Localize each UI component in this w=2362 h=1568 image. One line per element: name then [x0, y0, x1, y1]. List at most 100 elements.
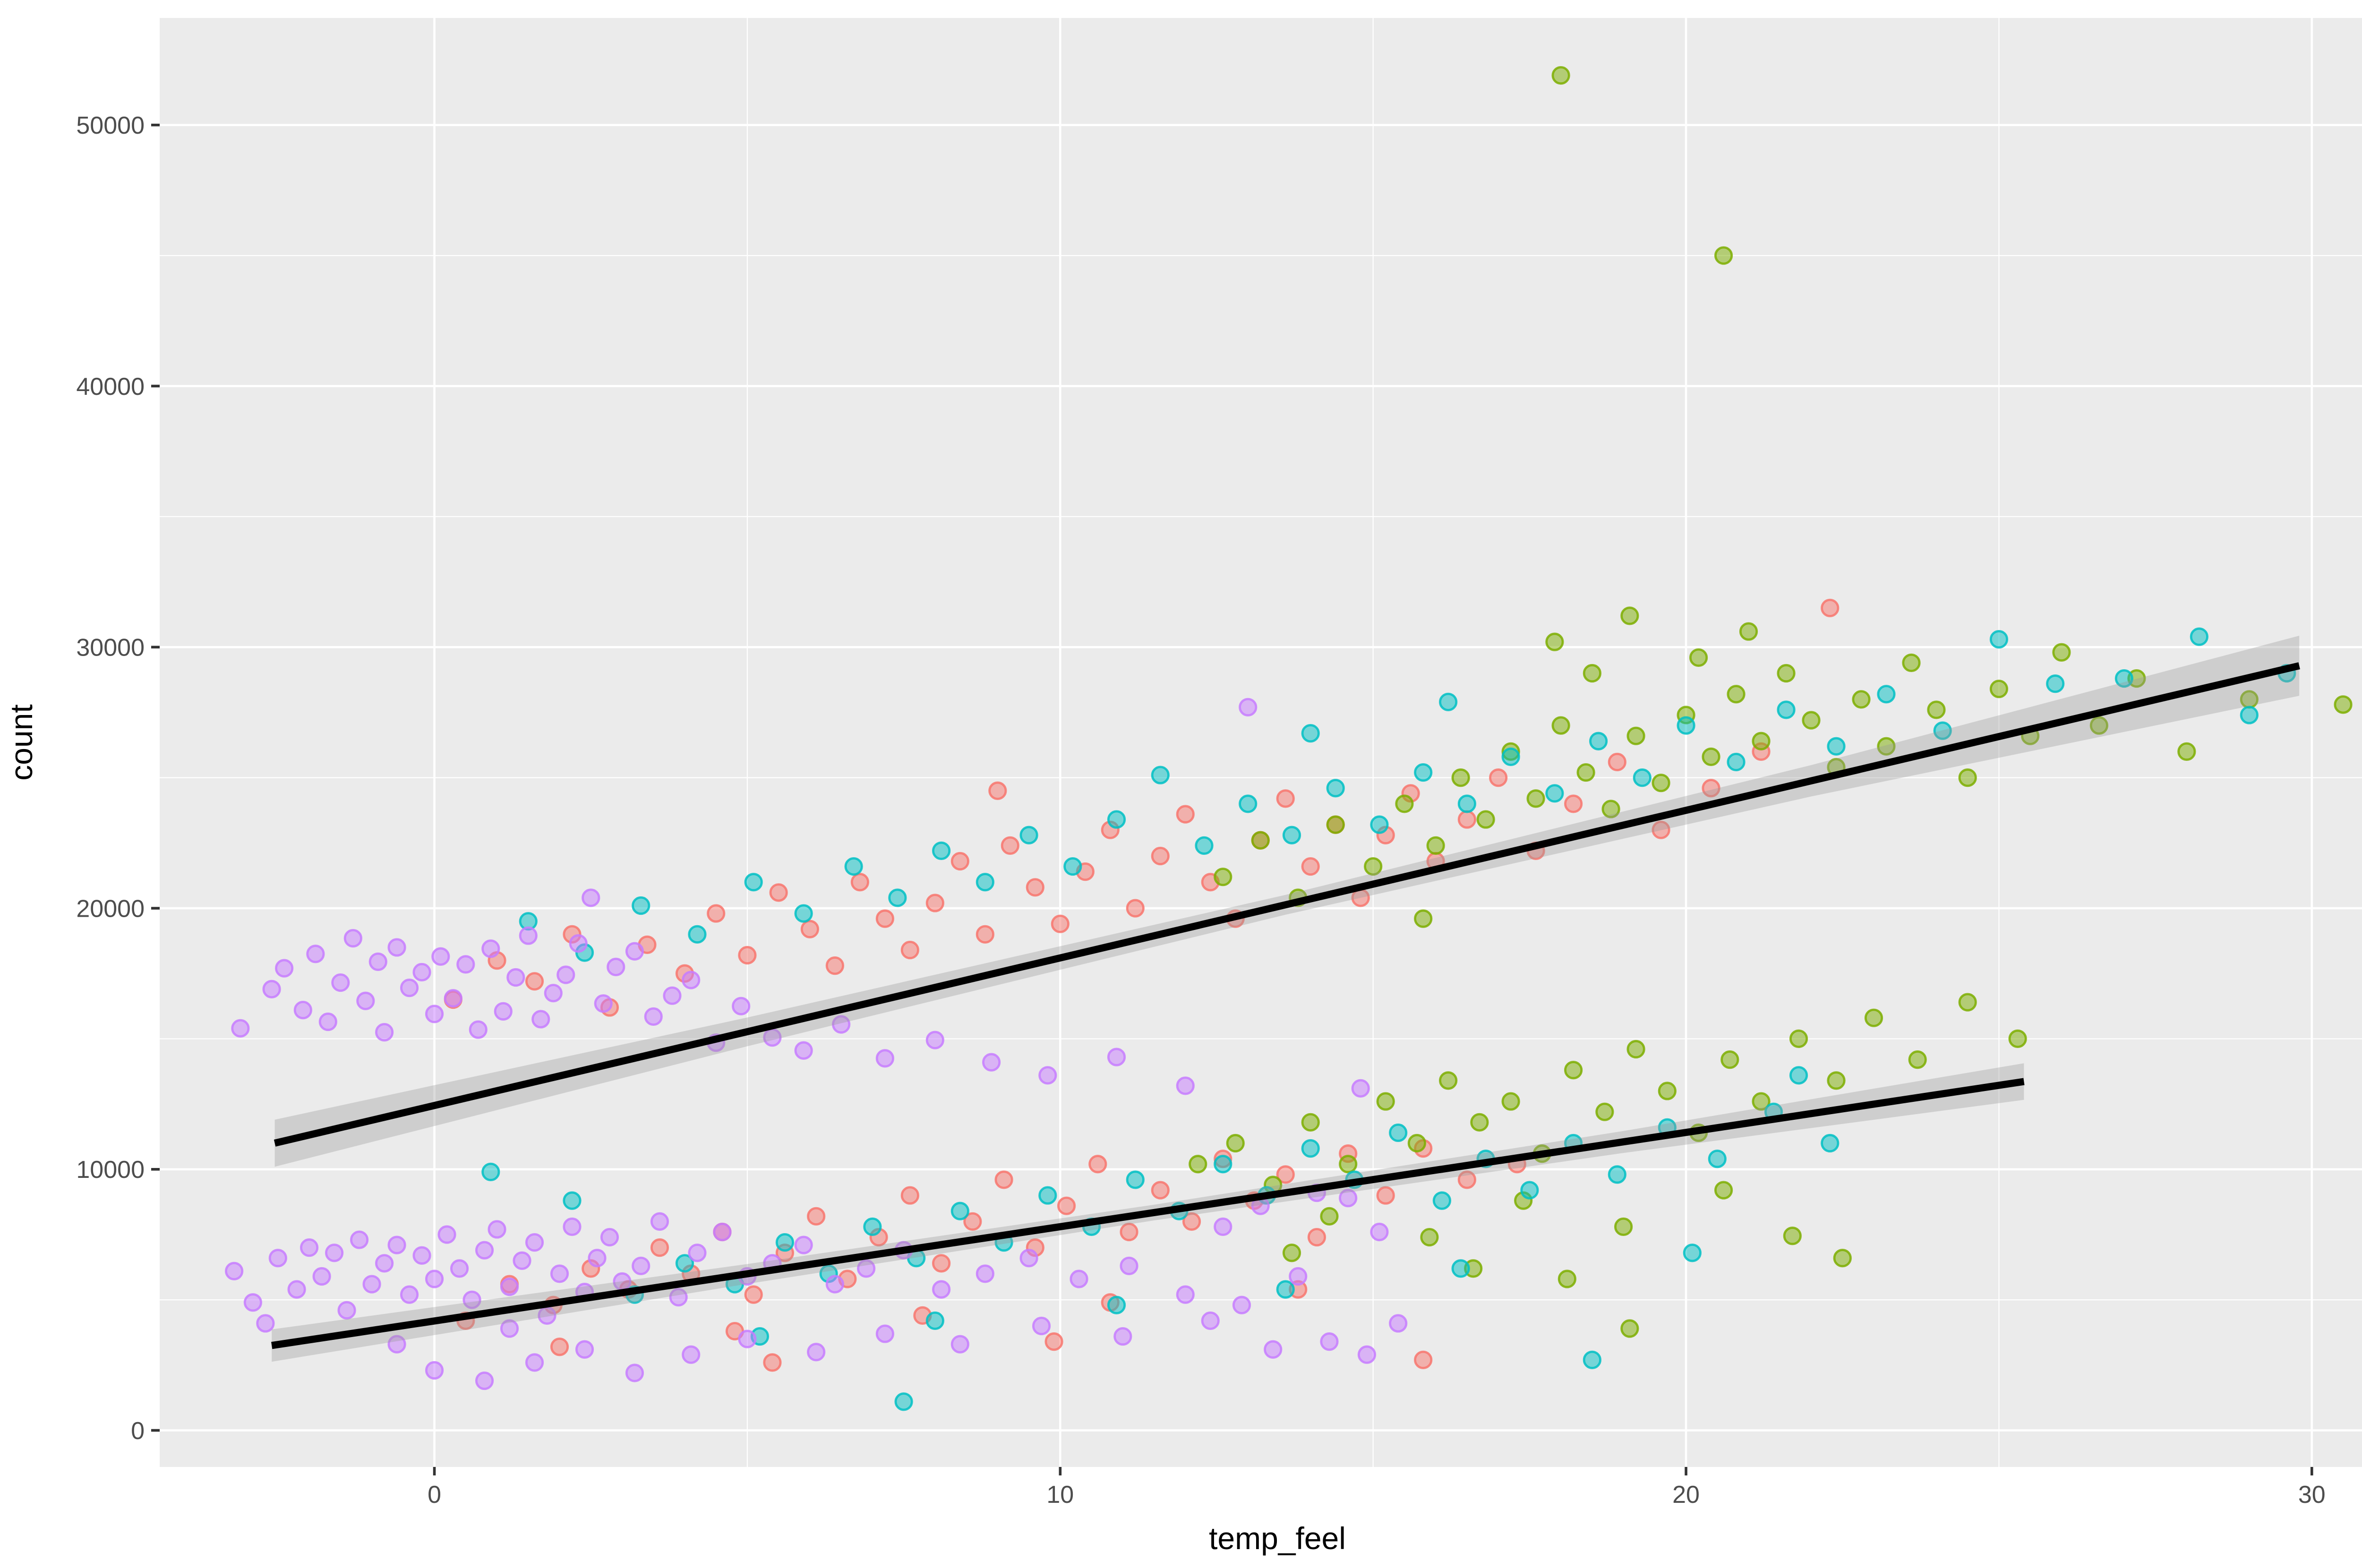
- data-point-summer: [1301, 1113, 1320, 1132]
- data-point-spring: [550, 1338, 569, 1356]
- data-point-winter: [287, 1280, 306, 1299]
- data-point-summer: [1601, 800, 1620, 818]
- data-point-autumn: [1126, 1170, 1145, 1189]
- data-point-summer: [1576, 763, 1595, 782]
- x-tick-label: 0: [428, 1481, 441, 1508]
- data-point-autumn: [1727, 752, 1746, 772]
- data-point-autumn: [1457, 794, 1476, 813]
- data-point-summer: [1626, 1040, 1645, 1059]
- data-point-summer: [1864, 1008, 1883, 1027]
- data-point-winter: [368, 952, 387, 971]
- data-point-spring: [1457, 810, 1476, 829]
- data-point-winter: [306, 945, 325, 963]
- data-point-summer: [1282, 1244, 1301, 1262]
- data-point-winter: [950, 1335, 969, 1354]
- data-point-autumn: [481, 1162, 500, 1181]
- data-point-spring: [1301, 857, 1320, 876]
- data-point-summer: [1958, 993, 1977, 1012]
- data-point-autumn: [950, 1202, 969, 1220]
- data-point-autumn: [675, 1254, 694, 1273]
- data-point-winter: [400, 1285, 419, 1304]
- data-point-summer: [1752, 1092, 1771, 1111]
- data-point-autumn: [1789, 1066, 1808, 1085]
- data-point-autumn: [1195, 836, 1214, 855]
- data-point-summer: [1501, 1092, 1520, 1111]
- data-point-winter: [506, 968, 525, 987]
- data-point-summer: [1558, 1270, 1576, 1288]
- data-point-summer: [1702, 747, 1720, 767]
- data-point-autumn: [1545, 784, 1564, 803]
- data-point-winter: [325, 1244, 344, 1262]
- x-tick-label: 30: [2298, 1481, 2326, 1508]
- regression-lines-layer: [271, 662, 2300, 1349]
- data-point-summer: [2334, 695, 2353, 714]
- data-point-autumn: [894, 1392, 913, 1411]
- data-point-summer: [1414, 909, 1433, 928]
- data-point-winter: [1264, 1340, 1283, 1359]
- data-point-spring: [1652, 820, 1670, 839]
- data-point-summer: [1470, 1113, 1489, 1132]
- data-point-winter: [732, 997, 751, 1015]
- data-point-winter: [669, 1288, 688, 1307]
- data-point-winter: [412, 1246, 431, 1265]
- data-point-summer: [1739, 622, 1758, 641]
- data-point-autumn: [1633, 768, 1652, 787]
- data-point-summer: [1564, 1061, 1583, 1080]
- data-point-spring: [1057, 1196, 1076, 1215]
- data-point-winter: [1339, 1189, 1358, 1208]
- data-point-summer: [1714, 1181, 1733, 1200]
- data-point-autumn: [976, 873, 994, 892]
- data-point-winter: [1113, 1327, 1132, 1346]
- data-point-winter: [1351, 1079, 1370, 1098]
- data-point-autumn: [563, 1191, 582, 1210]
- data-point-spring: [1489, 768, 1508, 787]
- data-point-spring: [1051, 914, 1070, 933]
- data-point-winter: [300, 1238, 319, 1257]
- data-point-summer: [1251, 831, 1270, 850]
- data-point-autumn: [1520, 1181, 1539, 1200]
- data-point-winter: [400, 979, 419, 997]
- data-point-summer: [1658, 1082, 1677, 1100]
- data-point-summer: [1908, 1050, 1927, 1069]
- data-point-summer: [1583, 664, 1601, 683]
- data-point-spring: [707, 904, 726, 923]
- data-point-autumn: [1019, 826, 1038, 844]
- data-point-winter: [337, 1301, 356, 1320]
- x-tick-label: 10: [1046, 1481, 1074, 1508]
- data-point-autumn: [632, 896, 650, 915]
- data-point-winter: [1289, 1267, 1308, 1286]
- data-point-winter: [1370, 1222, 1389, 1242]
- data-point-summer: [1407, 1133, 1426, 1153]
- data-point-summer: [1852, 690, 1871, 709]
- data-point-summer: [1214, 868, 1232, 886]
- data-point-spring: [963, 1212, 982, 1231]
- data-point-winter: [437, 1225, 456, 1244]
- data-point-winter: [256, 1314, 275, 1333]
- data-point-summer: [1827, 1071, 1846, 1090]
- data-point-summer: [1727, 685, 1746, 704]
- y-tick-label: 40000: [76, 373, 145, 401]
- data-point-summer: [1526, 789, 1545, 808]
- data-point-winter: [663, 986, 682, 1005]
- data-point-summer: [1545, 632, 1564, 651]
- data-point-winter: [343, 929, 362, 948]
- data-point-winter: [875, 1324, 895, 1343]
- data-point-winter: [525, 1233, 544, 1252]
- data-point-summer: [1620, 1319, 1639, 1338]
- data-point-winter: [243, 1293, 263, 1312]
- data-point-spring: [988, 781, 1007, 800]
- data-point-winter: [607, 957, 625, 977]
- data-point-winter: [331, 973, 350, 992]
- data-point-autumn: [1326, 779, 1345, 798]
- data-point-autumn: [744, 873, 763, 892]
- data-point-winter: [356, 991, 375, 1010]
- data-point-spring: [744, 1285, 763, 1304]
- data-point-winter: [462, 1290, 481, 1309]
- data-point-winter: [682, 971, 701, 989]
- data-point-spring: [875, 909, 895, 928]
- data-point-winter: [1389, 1314, 1408, 1333]
- data-point-autumn: [1107, 810, 1126, 829]
- data-point-autumn: [794, 904, 813, 923]
- data-point-summer: [1395, 794, 1414, 813]
- data-point-winter: [444, 989, 462, 1008]
